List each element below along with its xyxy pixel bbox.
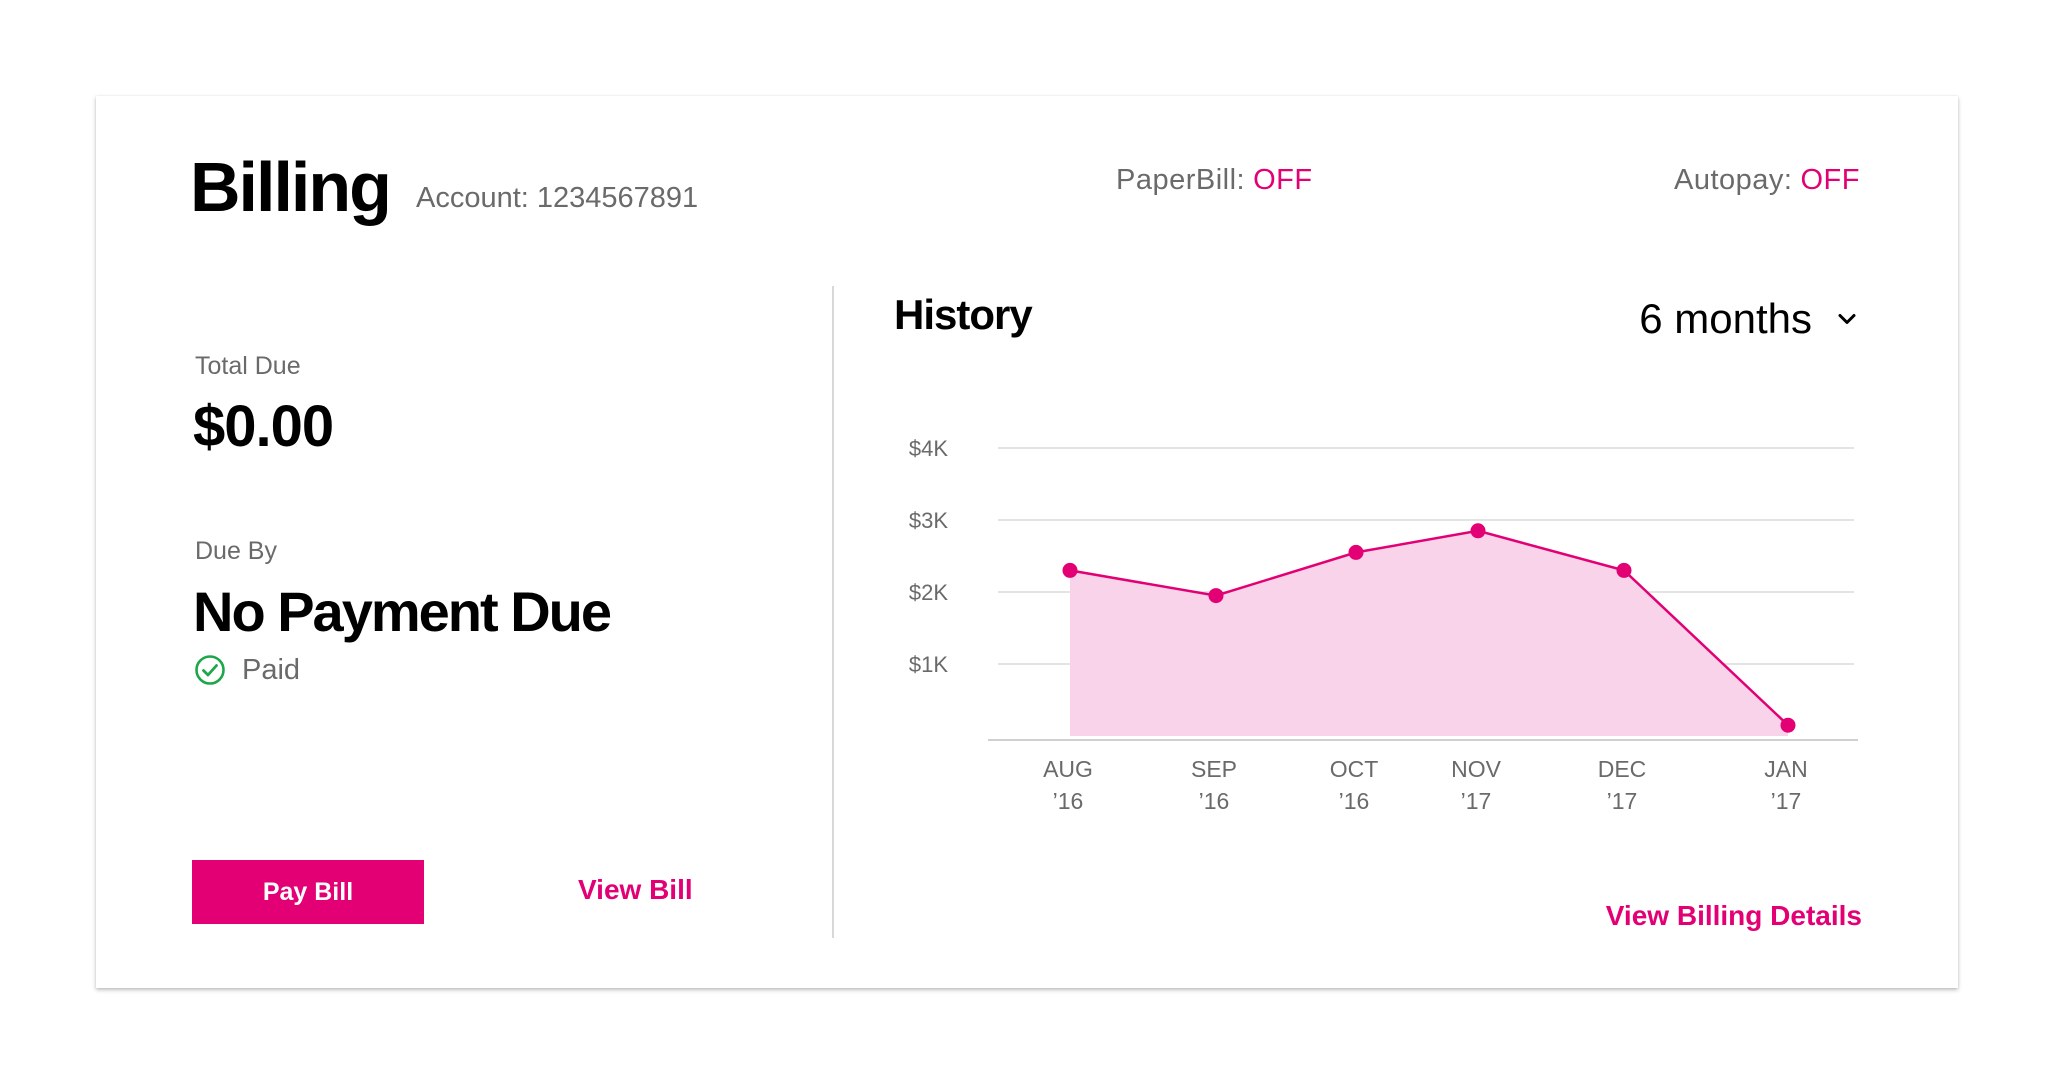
x-tick-year-4: ’17 <box>1607 788 1638 814</box>
x-tick-month-2: OCT <box>1330 756 1379 782</box>
section-divider <box>832 286 834 938</box>
history-range-select[interactable]: 6 months <box>1639 298 1858 340</box>
history-line <box>1069 529 1789 727</box>
x-tick-month-3: NOV <box>1451 756 1502 782</box>
payment-status: Paid <box>194 654 300 686</box>
due-by-label: Due By <box>195 537 277 565</box>
data-point-aug <box>1062 562 1078 578</box>
x-tick-year-2: ’16 <box>1339 788 1370 814</box>
account-number: Account: 1234567891 <box>416 182 699 214</box>
y-tick-label-2: $3K <box>909 508 948 533</box>
paperbill-label: PaperBill: <box>1116 164 1246 196</box>
paperbill-status[interactable]: PaperBill: OFF <box>1116 166 1313 195</box>
autopay-label: Autopay: <box>1674 164 1793 196</box>
x-tick-year-3: ’17 <box>1461 788 1492 814</box>
x-tick-year-1: ’16 <box>1199 788 1230 814</box>
page-title: Billing <box>190 148 392 226</box>
x-tick-year-5: ’17 <box>1771 788 1802 814</box>
y-tick-label-1: $2K <box>909 580 948 605</box>
view-bill-link[interactable]: View Bill <box>578 874 693 905</box>
total-due-label: Total Due <box>195 352 301 380</box>
total-due-value: $0.00 <box>193 394 334 459</box>
y-tick-label-3: $4K <box>909 436 948 461</box>
due-by-value: No Payment Due <box>193 580 612 643</box>
autopay-value[interactable]: OFF <box>1800 164 1860 196</box>
x-tick-month-1: SEP <box>1191 756 1237 782</box>
pay-bill-button[interactable]: Pay Bill <box>192 860 424 924</box>
paperbill-value[interactable]: OFF <box>1253 164 1313 196</box>
y-tick-label-0: $1K <box>909 652 948 677</box>
view-billing-details-link[interactable]: View Billing Details <box>1605 900 1862 931</box>
history-area <box>1070 530 1788 736</box>
billing-card: Billing Account: 1234567891 PaperBill: OF… <box>96 96 1958 988</box>
x-tick-month-0: AUG <box>1043 756 1093 782</box>
data-point-oct <box>1348 544 1364 560</box>
x-tick-year-0: ’16 <box>1053 788 1084 814</box>
chevron-down-icon <box>1838 314 1856 324</box>
history-title: History <box>894 291 1033 338</box>
data-point-nov <box>1470 523 1486 539</box>
x-tick-month-5: JAN <box>1764 756 1807 782</box>
data-point-dec <box>1616 562 1632 578</box>
x-tick-month-4: DEC <box>1598 756 1647 782</box>
check-circle-icon <box>195 655 225 685</box>
data-point-jan <box>1780 717 1796 733</box>
autopay-status[interactable]: Autopay: OFF <box>1674 166 1860 195</box>
history-range-value: 6 months <box>1639 295 1812 342</box>
payment-status-text: Paid <box>242 653 301 686</box>
data-point-sep <box>1208 588 1224 604</box>
history-chart: $1K $2K $3K $4K AUG ’16 SEP ’16 OCT ’16 NOV ’17 DEC ’… <box>909 436 1858 814</box>
